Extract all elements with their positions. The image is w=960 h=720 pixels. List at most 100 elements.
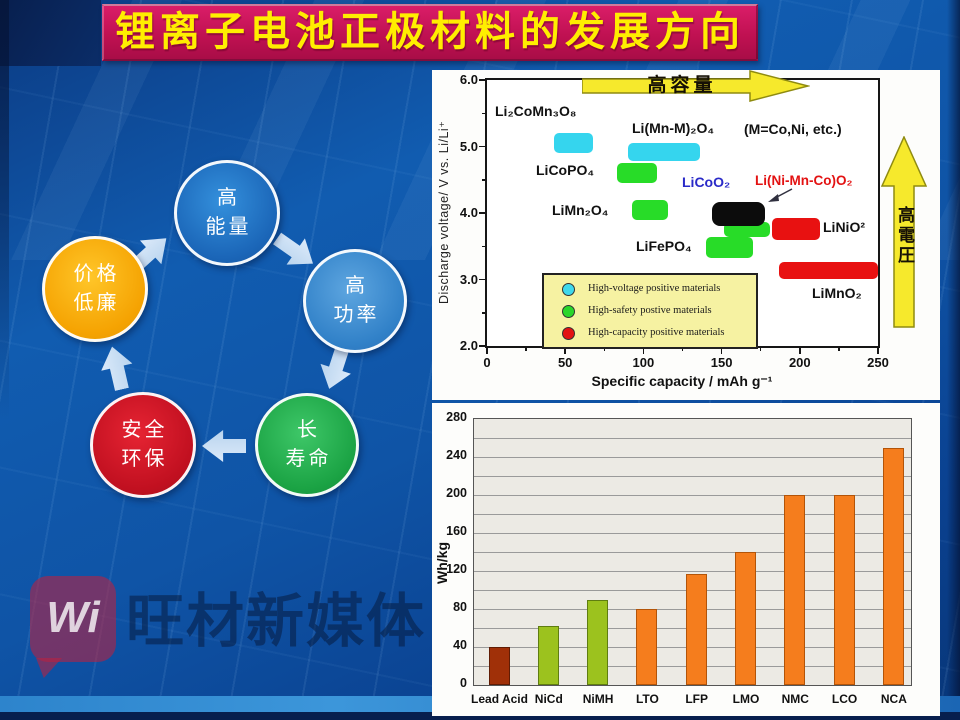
material-box: [627, 143, 700, 162]
x-category-label: Lead Acid: [471, 692, 528, 706]
gridline: [474, 495, 911, 496]
bar-nmc: [784, 495, 806, 685]
y-axis-title: Discharge voltage/ V vs. Li/Li⁺: [437, 120, 451, 304]
gridline: [474, 533, 911, 534]
x-tick-label: 50: [557, 355, 573, 370]
bar-nimh: [587, 599, 609, 685]
high-voltage-arrow-label: 高電圧: [895, 206, 914, 266]
cycle-node-label-line2: 功率: [333, 304, 380, 326]
right-block-arrow-shape: [581, 70, 811, 102]
y-tick-label: 120: [446, 562, 467, 576]
x-tick: [877, 348, 879, 354]
annotation-arrow: [768, 188, 793, 202]
x-category-label: NiMH: [582, 692, 614, 706]
legend-dot: [562, 327, 575, 340]
y-tick: [482, 179, 485, 181]
cycle-diagram: 高能量高功率长寿命 安全 环保 价格 低廉: [0, 0, 432, 720]
gridline: [474, 514, 911, 515]
x-tick: [642, 348, 645, 354]
legend-row: High-capacity positive materials: [544, 326, 756, 342]
x-tick-label: 150: [710, 355, 733, 370]
gridline: [474, 571, 911, 572]
bar-nicd: [537, 626, 559, 685]
x-axis-title: Specific capacity / mAh g⁻¹: [591, 373, 773, 389]
legend-row: High-safety postive materials: [544, 304, 756, 320]
y-tick-label: 0: [460, 676, 467, 690]
cycle-arrow-4: [202, 430, 246, 462]
cycle-node-label-line2: 低廉: [73, 292, 120, 314]
voltage-capacity-chart-panel: 0 50 100 150 200 250 2.0 3.0 4.0 5.0 6.0 Discharge…: [432, 70, 940, 400]
background-corner-dark: [0, 0, 101, 66]
x-tick: [759, 348, 762, 351]
y-tick: [479, 145, 485, 148]
y-tick-label: 4.0: [459, 205, 478, 220]
material-box: [779, 261, 878, 280]
x-tick: [838, 348, 840, 351]
y-tick-label: 160: [446, 524, 467, 538]
x-category-label: NCA: [880, 692, 907, 706]
x-tick: [799, 348, 801, 354]
y-tick-label: 3.0: [459, 271, 478, 287]
y-tick-label: 280: [446, 410, 467, 424]
y-tick: [479, 79, 485, 81]
x-category-label: LMO: [732, 692, 760, 706]
voltage-chart-axes: 0 50 100 150 200 250 2.0 3.0 4.0 5.0 6.0: [432, 70, 940, 400]
high-capacity-arrow-label: 高容量: [647, 75, 717, 96]
cycle-node-label-line1: 价格: [73, 263, 120, 285]
high-voltage-arrow: 高電圧: [880, 135, 928, 328]
up-block-arrow-shape: [880, 135, 928, 328]
energy-density-chart-panel: Wh/kg 0 40 80 120 160 200 240 280 Lead Acid NiCd N…: [432, 403, 940, 716]
y-tick: [482, 112, 485, 114]
title-banner: 锂离子电池正极材料的发展方向: [102, 4, 758, 61]
y-tick-label: 200: [446, 486, 467, 500]
x-tick: [486, 348, 488, 354]
material-box: [771, 217, 821, 240]
x-tick: [603, 348, 606, 351]
x-category-label: LFP: [685, 692, 709, 706]
material-box: [712, 201, 766, 227]
gridline: [474, 552, 911, 553]
x-tick: [681, 348, 684, 351]
x-tick-label: 100: [632, 355, 655, 370]
legend-label: High-capacity positive materials: [588, 327, 725, 338]
x-tick: [525, 348, 527, 351]
composition-note: (M=Co,Ni, etc.): [744, 121, 842, 137]
cycle-node-label-line2: 环保: [121, 448, 168, 470]
x-tick-label: 250: [867, 355, 889, 370]
gridline: [474, 457, 911, 458]
bar-lfp: [685, 573, 707, 685]
material-box: [554, 133, 594, 154]
cycle-node-high-power: 高功率: [303, 249, 407, 353]
gridline: [474, 476, 911, 477]
x-category-label: NiCd: [534, 692, 563, 706]
y-tick: [479, 345, 485, 347]
y-tick-label: 80: [453, 600, 467, 614]
x-tick-label: 200: [788, 355, 811, 370]
y-tick-label: 40: [453, 638, 467, 652]
bar-lead-acid: [488, 647, 510, 685]
legend: High-voltage positive materials High-safe…: [542, 273, 758, 349]
cycle-arrow-5: [96, 343, 137, 393]
x-category-label: LTO: [635, 692, 659, 706]
background-left-strip: [0, 0, 9, 420]
x-tick: [564, 348, 566, 354]
bar-lto: [636, 609, 658, 685]
cycle-node-label-line1: 安全: [121, 419, 168, 441]
cycle-node-label-line2: 寿命: [285, 448, 332, 470]
wangcai-logo: Wi: [30, 576, 116, 662]
material-box: [705, 236, 753, 258]
gridline: [474, 438, 911, 439]
bar-nca: [882, 447, 904, 685]
watermark-text: 旺材新媒体: [126, 589, 427, 654]
y-tick: [479, 212, 485, 214]
y-tick-label: 2.0: [459, 338, 478, 353]
cycle-node-label-line1: 长: [297, 419, 320, 441]
y-tick-label: 5.0: [459, 138, 478, 154]
background-right-strip: [947, 0, 960, 720]
y-tick-label: 6.0: [459, 72, 478, 87]
material-box: [632, 199, 669, 220]
y-tick: [479, 278, 485, 281]
y-tick-label: 240: [446, 448, 467, 462]
legend-row: High-voltage positive materials: [544, 282, 756, 298]
